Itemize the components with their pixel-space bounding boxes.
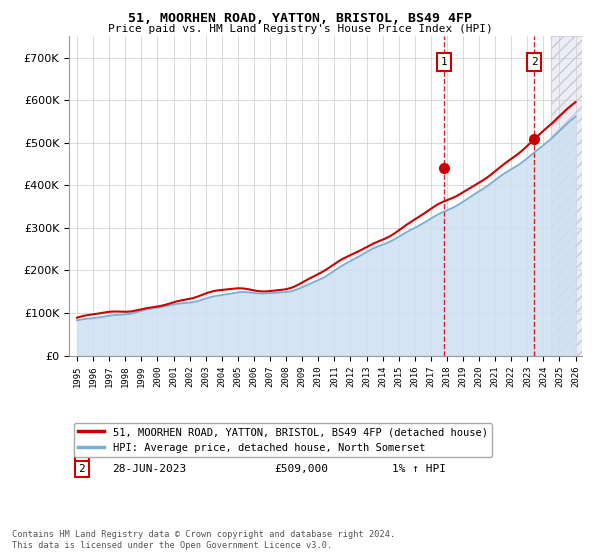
Text: 28-JUN-2023: 28-JUN-2023: [113, 464, 187, 474]
Legend: 51, MOORHEN ROAD, YATTON, BRISTOL, BS49 4FP (detached house), HPI: Average price: 51, MOORHEN ROAD, YATTON, BRISTOL, BS49 …: [74, 423, 492, 457]
Text: Contains HM Land Registry data © Crown copyright and database right 2024.: Contains HM Land Registry data © Crown c…: [12, 530, 395, 539]
Text: 1% ↑ HPI: 1% ↑ HPI: [392, 464, 446, 474]
Text: 2: 2: [79, 464, 85, 474]
Text: £509,000: £509,000: [274, 464, 328, 474]
Text: 51, MOORHEN ROAD, YATTON, BRISTOL, BS49 4FP: 51, MOORHEN ROAD, YATTON, BRISTOL, BS49 …: [128, 12, 472, 25]
Text: 1: 1: [441, 57, 448, 67]
Text: 12% ↑ HPI: 12% ↑ HPI: [392, 448, 453, 458]
Text: This data is licensed under the Open Government Licence v3.0.: This data is licensed under the Open Gov…: [12, 541, 332, 550]
Text: 2: 2: [530, 57, 538, 67]
Bar: [551, 36, 584, 356]
Text: Price paid vs. HM Land Registry's House Price Index (HPI): Price paid vs. HM Land Registry's House …: [107, 24, 493, 34]
Text: £439,950: £439,950: [274, 448, 328, 458]
Text: 30-NOV-2017: 30-NOV-2017: [113, 448, 187, 458]
Text: 1: 1: [79, 448, 85, 458]
Bar: [551, 36, 584, 356]
